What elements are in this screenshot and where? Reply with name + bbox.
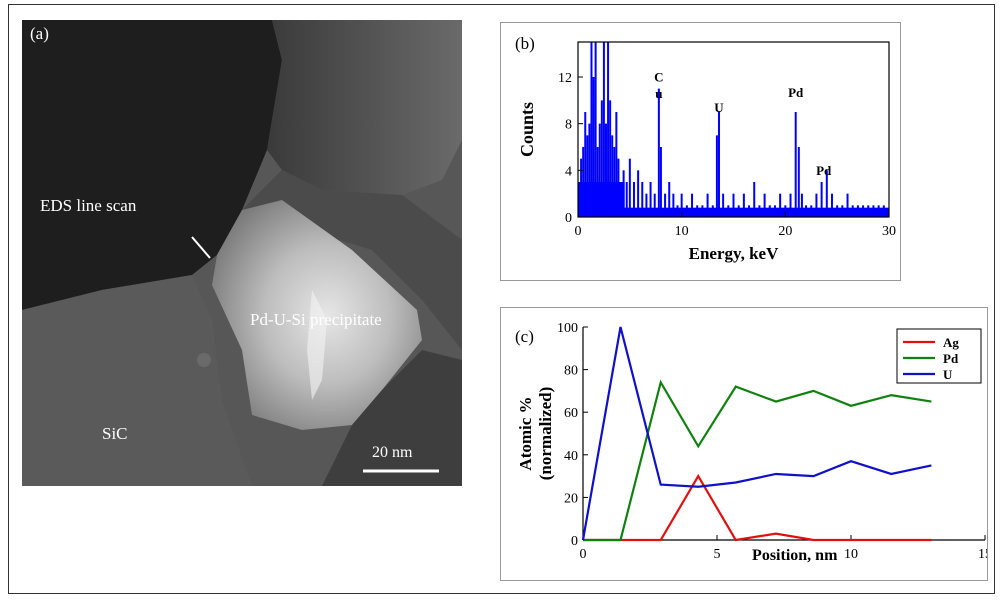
y-tick-label: 0 bbox=[565, 211, 572, 226]
peak-label: U bbox=[714, 100, 724, 115]
y-tick-label: 8 bbox=[565, 118, 572, 133]
scale-bar-label: 20 nm bbox=[372, 444, 413, 461]
micrograph-image bbox=[22, 20, 462, 486]
sic-label: SiC bbox=[102, 424, 128, 443]
legend-label: U bbox=[943, 367, 953, 382]
legend-label: Pd bbox=[943, 351, 959, 366]
peak-label: Pd bbox=[816, 163, 832, 178]
y-tick-label: 100 bbox=[557, 321, 578, 336]
x-tick-label: 5 bbox=[714, 547, 721, 562]
series-line-u bbox=[581, 326, 932, 541]
panel-b-label: (b) bbox=[515, 34, 535, 53]
eds-spectrum-chart: (b) 0 4 8 12 0 10 20 30 Cu U Pd Pd Energy, keV Counts bbox=[515, 34, 896, 263]
x-tick-label: 10 bbox=[844, 547, 858, 562]
y-tick-label: 12 bbox=[558, 71, 572, 86]
y-tick-label: 0 bbox=[571, 534, 578, 549]
figure-frame bbox=[8, 4, 995, 594]
micrograph-panel: (a) EDS line scan Pd-U-Si precipitate Si… bbox=[22, 20, 462, 486]
panel-a-label: (a) bbox=[30, 24, 49, 43]
peak-label: u bbox=[655, 86, 662, 101]
y-tick-label: 40 bbox=[564, 449, 578, 464]
x-axis-label: Position, nm bbox=[752, 547, 838, 564]
y-axis-label: Counts bbox=[517, 102, 537, 157]
x-tick-label: 30 bbox=[882, 224, 896, 239]
y-tick-label: 4 bbox=[565, 164, 572, 179]
series-line-pd bbox=[583, 379, 932, 542]
y-tick-label: 20 bbox=[564, 491, 578, 506]
y-tick-label: 80 bbox=[564, 364, 578, 379]
plot-frame bbox=[577, 41, 890, 218]
x-tick-label: 0 bbox=[580, 547, 587, 562]
y-axis-label: Atomic % bbox=[516, 396, 535, 470]
peak-label: C bbox=[654, 70, 663, 85]
x-tick-label: 0 bbox=[575, 224, 582, 239]
y-tick-label: 60 bbox=[564, 406, 578, 421]
panel-c-label: (c) bbox=[515, 327, 534, 346]
legend-label: Ag bbox=[943, 335, 959, 350]
x-axis-label: Energy, keV bbox=[689, 244, 779, 263]
x-tick-label: 15 bbox=[978, 547, 987, 562]
precipitate-label: Pd-U-Si precipitate bbox=[250, 310, 382, 329]
series-line-ag bbox=[583, 473, 932, 542]
peak-label: Pd bbox=[788, 85, 804, 100]
eds-line-scan-label: EDS line scan bbox=[40, 196, 137, 215]
spectrum-bar bbox=[578, 207, 889, 217]
y-axis-label-secondary: (normalized) bbox=[536, 387, 555, 480]
x-tick-label: 20 bbox=[778, 224, 792, 239]
line-scan-marker bbox=[191, 236, 211, 259]
x-tick-label: 10 bbox=[675, 224, 689, 239]
